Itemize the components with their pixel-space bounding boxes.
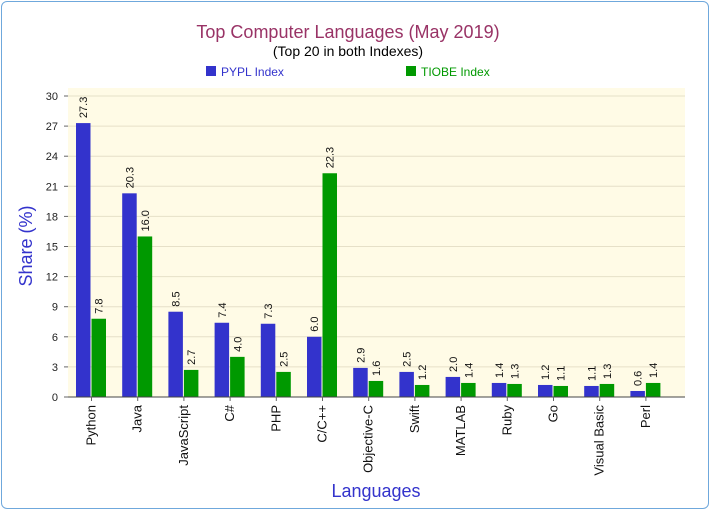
bar-pypl: [538, 384, 553, 397]
bar-value-label: 1.2: [417, 365, 429, 380]
chart-title: Top Computer Languages (May 2019): [196, 22, 499, 42]
bar-value-label: 2.5: [279, 352, 291, 367]
bar-tiobe: [461, 382, 476, 397]
bar-value-label: 6.0: [309, 317, 321, 332]
bar-tiobe: [91, 318, 106, 397]
bar-value-label: 7.4: [217, 302, 229, 317]
value-labels: 27.3 7.8 20.3 16.0 8.5 2.7 7.4 4.0 7.3 2.5 6.0 22.3…: [78, 97, 660, 386]
bar-pypl: [353, 367, 368, 397]
bar-pypl: [307, 336, 322, 397]
bar-value-label: 8.5: [171, 291, 183, 306]
x-tick-label: PHP: [268, 405, 283, 432]
bar-value-label: 1.4: [494, 363, 506, 378]
bar-pypl: [260, 323, 276, 397]
bar-value-label: 0.6: [633, 371, 645, 386]
bar-tiobe: [507, 383, 522, 397]
bar-tiobe: [368, 380, 384, 397]
y-tick-label: 30: [46, 91, 58, 103]
bar-value-label: 16.0: [140, 210, 152, 231]
x-tick-label: Python: [84, 405, 99, 445]
bar-pypl: [630, 390, 645, 397]
bar-tiobe: [645, 382, 661, 397]
bar-tiobe: [137, 236, 153, 397]
y-tick-label: 6: [52, 332, 58, 344]
bar-tiobe: [553, 385, 568, 397]
legend-label-pypl: PYPL Index: [221, 65, 284, 79]
bar-value-label: 20.3: [124, 167, 136, 188]
x-tick-label: C#: [222, 404, 237, 421]
bar-pypl: [491, 382, 507, 397]
bar-tiobe: [414, 384, 430, 397]
y-axis-title: Share (%): [16, 205, 36, 286]
x-tick-label: Visual Basic: [592, 405, 607, 476]
x-axis-title: Languages: [331, 481, 420, 501]
x-tick-label: Swift: [407, 405, 422, 434]
bar-tiobe: [599, 383, 615, 397]
y-tick-label: 0: [52, 392, 58, 404]
bar-pypl: [399, 371, 414, 397]
bar-value-label: 7.3: [263, 303, 275, 318]
bar-value-label: 1.3: [510, 364, 522, 379]
bar-value-label: 27.3: [78, 97, 90, 118]
chart-subtitle: (Top 20 in both Indexes): [273, 43, 423, 59]
bar-value-label: 1.1: [586, 366, 598, 381]
y-tick-label: 27: [46, 121, 58, 133]
x-tick-label: Ruby: [499, 405, 514, 436]
bar-value-label: 7.8: [94, 298, 106, 313]
x-tick-label: Objective-C: [361, 405, 376, 473]
y-axis-ticks: 0 3 6 9 12 15 18 21 24 27 30: [46, 91, 68, 404]
x-tick-label: MATLAB: [453, 405, 468, 456]
legend-label-tiobe: TIOBE Index: [421, 65, 490, 79]
bar-pypl: [76, 123, 91, 397]
bar-pypl: [122, 193, 137, 397]
bar-value-label: 1.2: [540, 365, 552, 380]
x-tick-label: Go: [546, 405, 561, 422]
bar-tiobe: [276, 371, 291, 397]
bar-value-label: 1.3: [602, 364, 614, 379]
bar-value-label: 2.9: [355, 348, 367, 363]
y-tick-label: 3: [52, 362, 58, 374]
x-tick-label: JavaScript: [176, 405, 191, 466]
y-tick-label: 18: [46, 211, 58, 223]
bar-pypl: [445, 376, 461, 397]
bar-value-label: 2.0: [448, 357, 460, 372]
bar-value-label: 1.6: [371, 361, 383, 376]
bar-tiobe: [230, 356, 245, 397]
y-tick-label: 12: [46, 272, 58, 284]
bars: [76, 123, 661, 397]
x-tick-label: Java: [130, 404, 145, 432]
x-axis-labels: Python Java JavaScript C# PHP C/C++ Objective-…: [84, 397, 653, 476]
y-tick-label: 24: [46, 151, 58, 163]
y-tick-label: 15: [46, 242, 58, 254]
y-tick-label: 9: [52, 302, 58, 314]
x-tick-label: C/C++: [315, 405, 330, 443]
bar-value-label: 22.3: [325, 147, 337, 168]
x-tick-label: Perl: [638, 405, 653, 428]
bar-tiobe: [322, 173, 337, 397]
bar-tiobe: [183, 369, 199, 397]
legend-swatch-pypl: [206, 66, 216, 76]
bar-value-label: 1.4: [648, 363, 660, 378]
bar-value-label: 1.1: [556, 366, 568, 381]
y-tick-label: 21: [46, 181, 58, 193]
bar-value-label: 2.7: [186, 350, 198, 365]
bar-value-label: 4.0: [232, 337, 244, 352]
bar-pypl: [584, 385, 599, 397]
bar-value-label: 1.4: [463, 363, 475, 378]
bar-pypl: [214, 322, 230, 397]
plot-area: [68, 88, 685, 397]
bar-pypl: [168, 311, 183, 397]
legend-swatch-tiobe: [406, 66, 416, 76]
bar-value-label: 2.5: [402, 352, 414, 367]
